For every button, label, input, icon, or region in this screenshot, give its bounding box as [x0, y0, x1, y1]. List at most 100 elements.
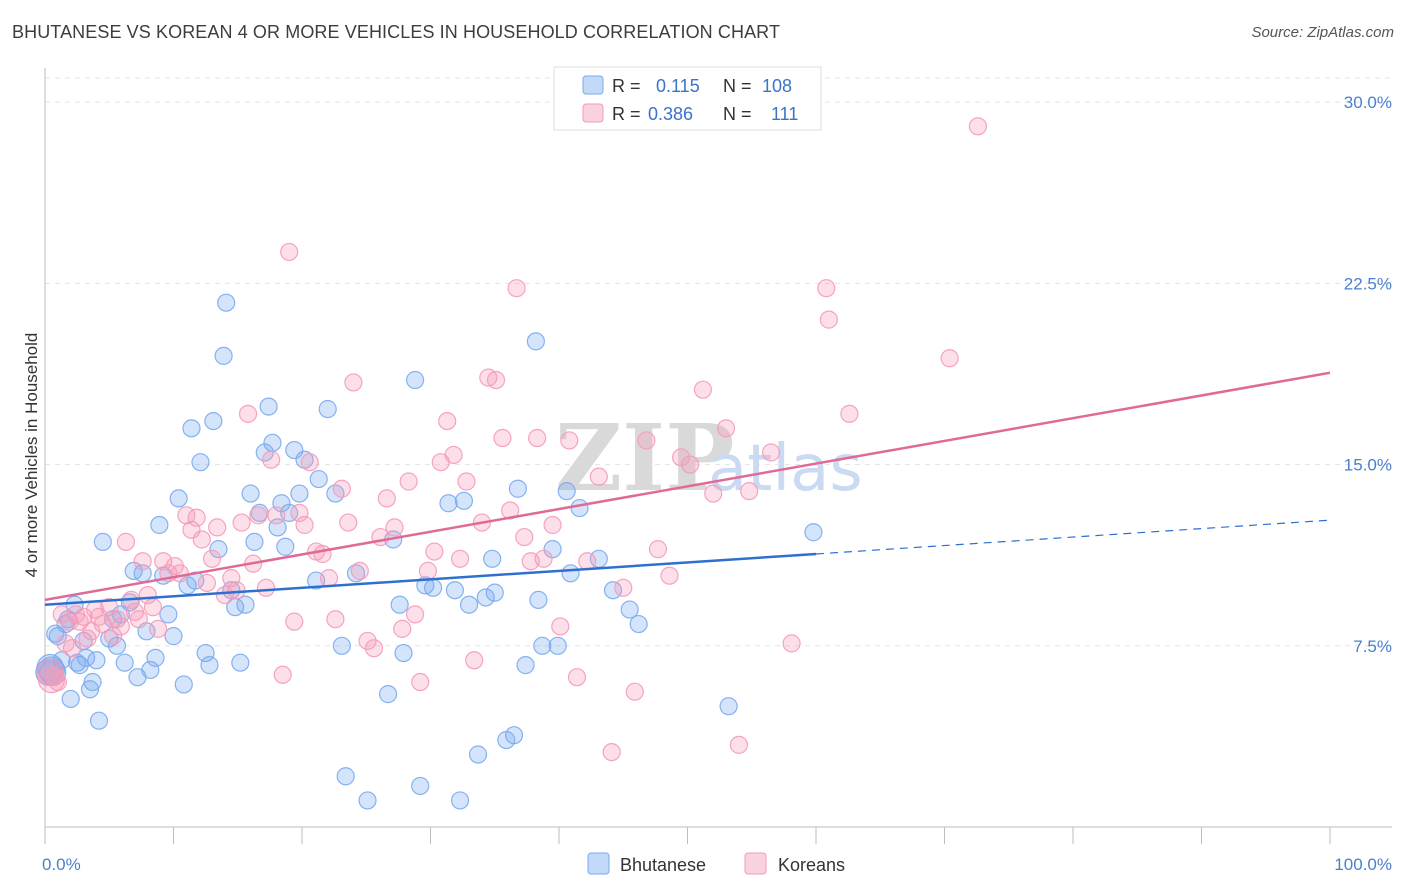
koreans-point-38 — [215, 585, 234, 605]
koreans-point-60 — [344, 373, 363, 392]
koreans-point-44 — [249, 506, 268, 525]
koreans-point-41 — [232, 513, 251, 532]
bhutanese-point-92 — [526, 332, 545, 351]
koreans-point-76 — [450, 549, 470, 568]
koreans-point-58 — [332, 479, 351, 498]
chart-title: BHUTANESE VS KOREAN 4 OR MORE VEHICLES I… — [12, 22, 781, 42]
koreans-point-36 — [202, 549, 222, 568]
bhutanese-point-87 — [485, 583, 504, 602]
source-credit: Source: ZipAtlas.com — [1251, 24, 1394, 41]
koreans-point-72 — [425, 542, 444, 561]
koreans-point-46 — [262, 450, 281, 469]
bhutanese-point-10 — [70, 656, 89, 675]
bhutanese-point-7 — [61, 689, 80, 709]
bhutanese-point-39 — [191, 453, 210, 472]
koreans-point-27 — [154, 552, 173, 571]
bhutanese-trend-line — [44, 552, 817, 606]
bhutanese-point-32 — [159, 605, 178, 624]
legend-n-value-2: 111 — [771, 104, 798, 124]
koreans-point-39 — [222, 569, 241, 588]
bhutanese-point-79 — [439, 494, 458, 513]
koreans-point-37 — [208, 518, 227, 537]
y-tick-label-1: 15.0% — [1344, 456, 1392, 475]
bhutanese-point-49 — [236, 595, 255, 614]
bhutanese-point-51 — [245, 532, 264, 551]
bhutanese-point-97 — [557, 482, 576, 501]
bhutanese-point-93 — [529, 590, 548, 609]
koreans-point-71 — [418, 561, 438, 580]
koreans-point-114 — [968, 117, 988, 136]
koreans-point-63 — [364, 639, 384, 658]
bhutanese-point-37 — [182, 419, 201, 438]
bhutanese-point-53 — [255, 443, 274, 462]
bhutanese-point-48 — [231, 653, 250, 672]
legend-r-value-2: 0.386 — [648, 104, 693, 124]
legend-box — [553, 66, 822, 131]
koreans-point-35 — [197, 573, 217, 593]
koreans-point-102 — [680, 455, 700, 474]
legend-bottom: Bhutanese Koreans — [587, 852, 845, 875]
axes — [44, 68, 1392, 844]
koreans-point-47 — [267, 506, 286, 525]
y-tick-labels: 7.5% 15.0% 22.5% 30.0% — [1344, 93, 1392, 656]
koreans-point-6 — [62, 639, 82, 658]
koreans-point-91 — [560, 431, 579, 450]
koreans-point-105 — [716, 419, 736, 438]
legend-bottom-label-koreans: Koreans — [778, 855, 845, 875]
koreans-point-67 — [393, 619, 412, 638]
y-axis-title: 4 or more Vehicles in Household — [22, 333, 41, 578]
koreans-point-16 — [104, 627, 123, 646]
bhutanese-point-80 — [445, 581, 465, 600]
koreans-point-25 — [143, 598, 163, 617]
bhutanese-point-41 — [200, 656, 219, 675]
bhutanese-point-28 — [141, 660, 160, 680]
bhutanese-point-105 — [804, 523, 823, 542]
koreans-point-68 — [399, 472, 418, 491]
koreans-point-19 — [116, 532, 136, 551]
bhutanese-point-90 — [508, 479, 527, 498]
koreans-trend-line — [44, 371, 1331, 602]
koreans-point-69 — [405, 605, 425, 624]
bhutanese-point-55 — [263, 433, 282, 452]
bhutanese-point-9 — [68, 653, 87, 672]
koreans-point-82 — [493, 428, 512, 448]
koreans-point-23 — [133, 552, 152, 571]
bhutanese-point-102 — [620, 600, 639, 619]
koreans-point-53 — [300, 453, 319, 472]
bhutanese-point-22 — [115, 653, 134, 672]
y-tick-label-3: 30.0% — [1344, 93, 1392, 112]
koreans-point-52 — [295, 515, 314, 535]
legend-r-label-1: R = — [612, 76, 641, 96]
koreans-point-33 — [187, 508, 206, 527]
bhutanese-point-84 — [468, 745, 488, 764]
koreans-point-61 — [350, 561, 369, 580]
koreans-point-22 — [129, 610, 148, 629]
bhutanese-point-86 — [483, 549, 502, 568]
koreans-point-78 — [465, 651, 484, 670]
koreans-point-70 — [411, 672, 430, 692]
bhutanese-point-78 — [423, 578, 443, 597]
legend-bottom-swatch-koreans — [744, 852, 767, 875]
koreans-point-62 — [358, 631, 377, 651]
bhutanese-point-91 — [516, 656, 535, 675]
bhutanese-point-75 — [405, 370, 425, 390]
koreans-point-87 — [528, 428, 547, 448]
y-tick-label-2: 22.5% — [1344, 274, 1392, 293]
bhutanese-point-104 — [719, 697, 738, 716]
bhutanese-point-43 — [209, 540, 228, 559]
koreans-point-94 — [589, 467, 608, 486]
koreans-point-97 — [625, 682, 644, 701]
bhutanese-point-73 — [390, 595, 409, 614]
legend-n-label-2: N = — [723, 104, 752, 124]
koreans-point-42 — [238, 404, 258, 423]
koreans-point-84 — [507, 279, 526, 298]
koreans-point-109 — [782, 634, 801, 653]
koreans-point-9 — [74, 607, 93, 626]
koreans-point-26 — [148, 619, 168, 638]
koreans-point-99 — [648, 540, 668, 559]
bhutanese-point-76 — [411, 776, 430, 796]
koreans-point-11 — [82, 622, 101, 641]
bhutanese-point-40 — [196, 643, 215, 663]
legend-swatch-bhutanese — [582, 75, 604, 95]
koreans-point-48 — [273, 665, 292, 684]
